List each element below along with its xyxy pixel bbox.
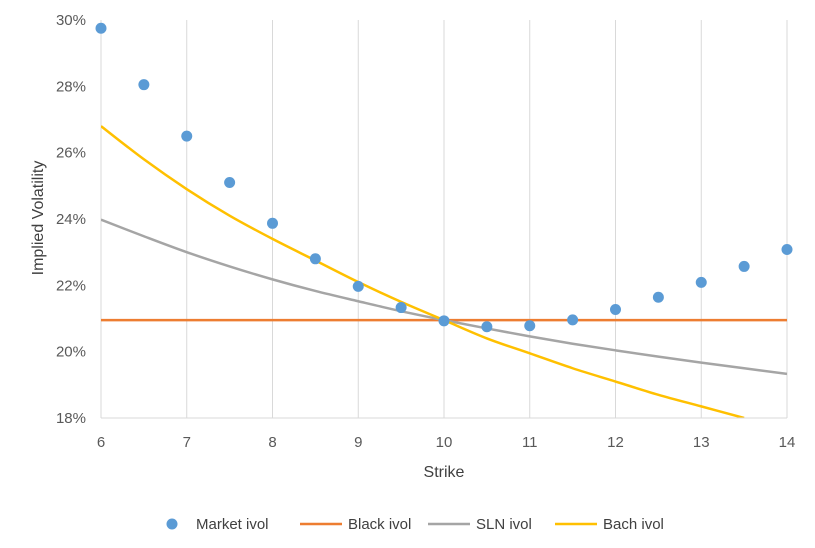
x-tick-label: 10 xyxy=(436,434,453,451)
legend: Market ivol Black ivol SLN ivol Bach ivol xyxy=(166,516,664,533)
gridlines xyxy=(100,20,788,418)
legend-label: Market ivol xyxy=(196,516,269,533)
y-tick-label: 24% xyxy=(56,211,86,228)
x-tick-label: 6 xyxy=(97,434,105,451)
market-point xyxy=(695,276,707,288)
legend-marker xyxy=(166,518,178,530)
market-point xyxy=(224,177,236,189)
y-tick-label: 30% xyxy=(56,12,86,29)
series-line-3 xyxy=(101,125,745,418)
x-tick-label: 9 xyxy=(354,434,362,451)
x-tick-label: 7 xyxy=(183,434,191,451)
x-tick-label: 8 xyxy=(268,434,276,451)
legend-label: Bach ivol xyxy=(603,516,664,533)
x-tick-label: 12 xyxy=(607,434,624,451)
legend-label: Black ivol xyxy=(348,516,411,533)
market-point xyxy=(95,22,107,34)
y-tick-label: 28% xyxy=(56,78,86,95)
y-axis-title: Implied Volatility xyxy=(30,161,47,276)
market-point xyxy=(524,320,536,332)
market-point xyxy=(738,260,750,272)
y-tick-label: 22% xyxy=(56,277,86,294)
x-axis-title: Strike xyxy=(424,464,465,481)
y-tick-label: 20% xyxy=(56,344,86,361)
market-point xyxy=(395,302,407,314)
market-point xyxy=(181,130,193,142)
legend-label: SLN ivol xyxy=(476,516,532,533)
x-tick-label: 13 xyxy=(693,434,710,451)
market-point xyxy=(267,217,278,229)
market-point xyxy=(352,280,364,292)
market-point xyxy=(610,304,621,316)
y-tick-label: 18% xyxy=(56,410,86,427)
market-point xyxy=(481,321,493,333)
market-point xyxy=(652,291,664,303)
market-point xyxy=(567,314,579,326)
market-point xyxy=(438,315,450,327)
axes: 6 7 8 9 10 11 12 13 14 18% 20% 22% 24% 26% 28% 30% xyxy=(56,12,795,451)
market-point xyxy=(309,253,321,265)
market-point xyxy=(138,79,150,91)
x-tick-label: 11 xyxy=(522,434,538,451)
y-tick-label: 26% xyxy=(56,145,86,162)
x-tick-label: 14 xyxy=(779,434,796,451)
plot-series xyxy=(95,22,793,418)
market-point xyxy=(781,244,793,256)
